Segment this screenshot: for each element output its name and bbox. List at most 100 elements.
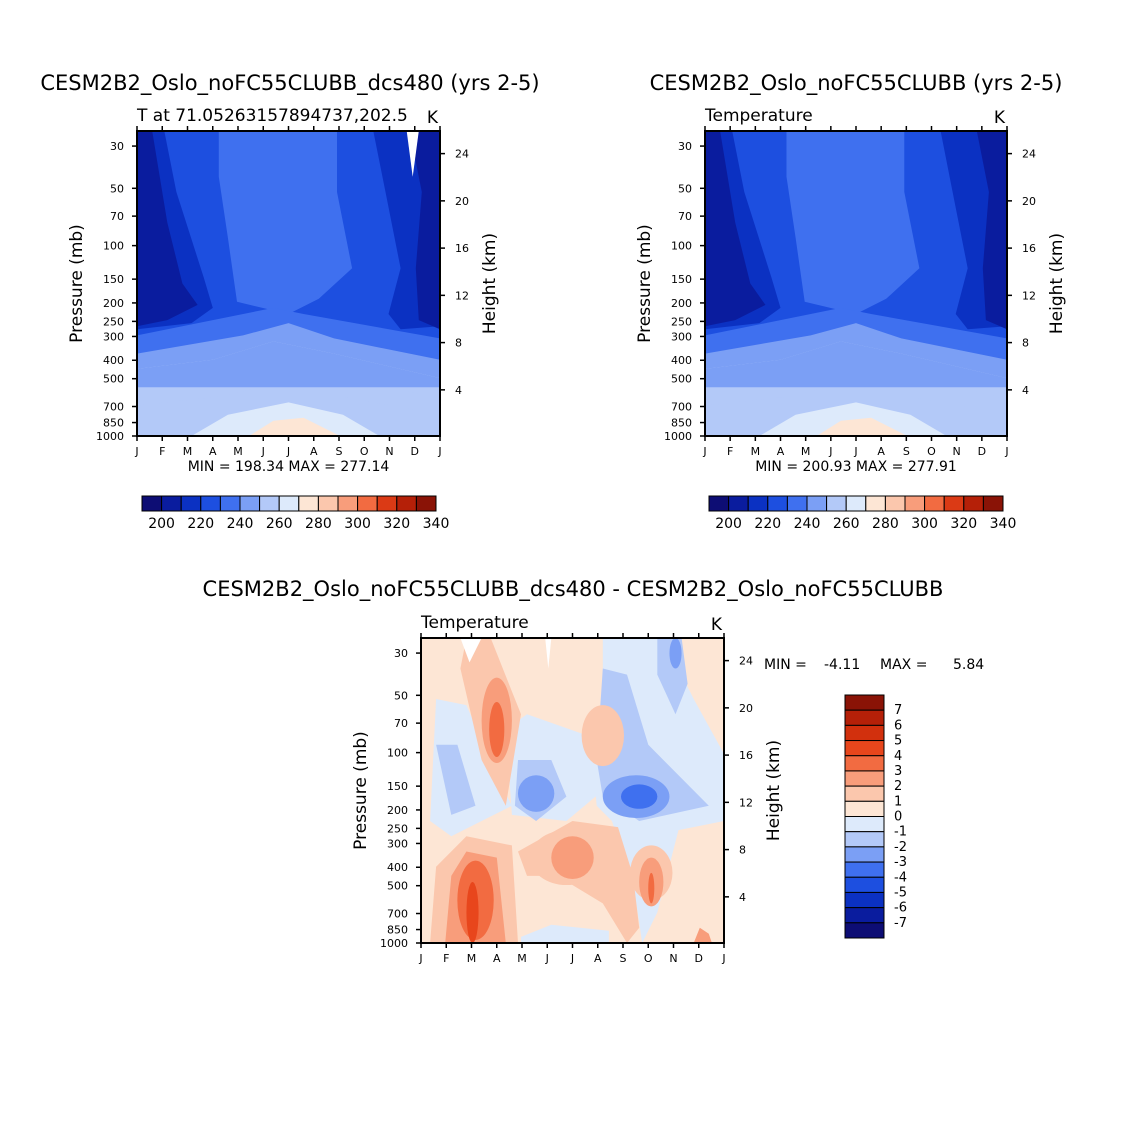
panel1-xtick-label: A xyxy=(209,445,217,458)
contour-band xyxy=(409,131,440,330)
panel3-stats-min-label: MIN = xyxy=(764,657,807,673)
panel3-ytick-label: 150 xyxy=(387,780,408,793)
panel2-colorbar-label: 200 xyxy=(715,516,742,532)
panel3-colorbar-box xyxy=(844,891,885,909)
panel2-colorbar-label: 340 xyxy=(990,516,1017,532)
panel1-ytick-label: 70 xyxy=(110,210,124,223)
panel1-ytick-label: 700 xyxy=(103,401,124,414)
panel1-colorbar-box xyxy=(298,495,319,512)
panel3-xtick-label: J xyxy=(570,952,574,965)
panel2-stats: MIN = 200.93 MAX = 277.91 xyxy=(755,459,957,475)
contour-band xyxy=(191,402,380,436)
panel3-xtick-label: F xyxy=(443,952,449,965)
panel3-axes: J F M A M J J A S O N D J305070100150200250300400500… xyxy=(203,577,944,965)
panel3-xtick-label: S xyxy=(620,952,627,965)
panel2-htick-label: 16 xyxy=(1022,242,1036,255)
panel3-htick-label: 8 xyxy=(739,844,746,857)
panel2-ytick-label: 700 xyxy=(671,401,692,414)
panel3-htick-label: 16 xyxy=(739,749,753,762)
panel1-xtick-label: O xyxy=(360,445,369,458)
panel1-xtick-label: J xyxy=(261,445,265,458)
panel1-colorbar-box xyxy=(396,495,417,512)
contour-band xyxy=(816,417,908,436)
panel2-ytick-label: 300 xyxy=(671,330,692,343)
panel1-colorbar-box xyxy=(239,495,261,512)
panel2-ytick-label: 30 xyxy=(678,140,692,153)
panel2-axes: J F M A M J J A S O N D J 30 50 70 100 150 200 250 300 400 500… xyxy=(635,71,1067,458)
panel2-ytick-label: 1000 xyxy=(664,430,692,443)
panel1-xtick-label: J xyxy=(134,445,138,458)
panel3-colorbar-box xyxy=(844,831,885,848)
panel1-colorbar-label: 220 xyxy=(187,516,214,532)
panel1-subtitle: T at 71.05263157894737,202.5 xyxy=(136,106,408,126)
panel3-xtick-label: O xyxy=(644,952,653,965)
panel2-ytick-label: 100 xyxy=(671,240,692,253)
panel3-ytick-label: 300 xyxy=(387,837,408,850)
missing-data xyxy=(545,638,552,669)
panel1-xtick-label: J xyxy=(437,445,441,458)
panel1-xtick-label: M xyxy=(183,445,193,458)
panel3-ytick-label: 30 xyxy=(394,647,408,660)
panel3-ytick-label: 700 xyxy=(387,908,408,921)
panel3-colorbar-box xyxy=(844,785,885,802)
panel3-colorbar-label: 0 xyxy=(894,810,902,825)
panel3-ylabel-right: Height (km) xyxy=(764,740,784,841)
panel3-colorbar-box xyxy=(844,694,885,711)
panel3-htick-label: 20 xyxy=(739,702,753,715)
panel1-title: CESM2B2_Oslo_noFC55CLUBB_dcs480 (yrs 2-5… xyxy=(40,71,539,96)
panel2-colorbar-label: 320 xyxy=(950,516,977,532)
panel2-xtick-label: J xyxy=(702,445,706,458)
panel1-colorbar-box xyxy=(219,495,241,512)
contour-band xyxy=(517,775,555,812)
panel2-colorbar-label: 220 xyxy=(754,516,781,532)
panel2-colorbar-box xyxy=(904,495,926,512)
panel3-stats-max-value: 5.84 xyxy=(953,657,984,673)
panel2-colorbar-label: 280 xyxy=(872,516,899,532)
panel3-xtick-label: M xyxy=(467,952,477,965)
panel1-field xyxy=(137,131,440,436)
panel2-htick-label: 12 xyxy=(1022,289,1036,302)
panel3-ytick-label: 200 xyxy=(387,804,408,817)
panel3-ytick-label: 400 xyxy=(387,861,408,874)
panel3-colorbar-box xyxy=(844,876,885,893)
panel1-xtick-label: A xyxy=(310,445,318,458)
panel2-colorbar-label: 300 xyxy=(911,516,938,532)
panel3-units: K xyxy=(711,615,723,635)
panel3-ytick-label: 70 xyxy=(394,717,408,730)
contour-band xyxy=(137,131,198,327)
panel2-field xyxy=(705,131,1007,436)
panel2-xtick-label: F xyxy=(727,445,733,458)
panel3-xtick-label: D xyxy=(695,952,703,965)
panel2-xtick-label: D xyxy=(978,445,986,458)
panel2-colorbar-label: 240 xyxy=(794,516,821,532)
panel1-colorbar-box xyxy=(357,495,378,512)
panel3-colorbar-box xyxy=(844,755,885,772)
panel2-colorbar-box xyxy=(943,495,965,512)
panel1-ytick-label: 850 xyxy=(103,417,124,430)
contour-band xyxy=(551,836,594,879)
contour-band xyxy=(436,744,476,815)
panel2-colorbar-box xyxy=(806,495,828,512)
panel1-ytick-label: 1000 xyxy=(96,430,124,443)
panel3-colorbar-label: -1 xyxy=(894,825,907,840)
panel3-stats: MIN = -4.11 MAX = 5.84 xyxy=(764,657,984,673)
panel3-xtick-label: N xyxy=(669,952,677,965)
panel2-xtick-label: A xyxy=(777,445,785,458)
panel3-htick-label: 4 xyxy=(739,891,746,904)
panel2-ylabel: Pressure (mb) xyxy=(635,224,655,343)
panel1-ytick-label: 250 xyxy=(103,315,124,328)
panel1-colorbar-box xyxy=(317,495,339,512)
panel1-ytick-label: 400 xyxy=(103,354,124,367)
panel3-title: CESM2B2_Oslo_noFC55CLUBB_dcs480 - CESM2B… xyxy=(203,577,944,602)
panel3-field xyxy=(421,638,724,943)
panel2-xtick-label: J xyxy=(853,445,857,458)
contour-band xyxy=(521,924,609,943)
contour-band xyxy=(786,131,920,314)
panel3-xtick-label: J xyxy=(418,952,422,965)
panel2-ytick-label: 200 xyxy=(671,297,692,310)
contour-band xyxy=(218,131,353,314)
panel1-colorbar-box xyxy=(376,495,398,512)
panel3-xtick-label: A xyxy=(493,952,501,965)
panel2-colorbar-box xyxy=(747,495,769,512)
